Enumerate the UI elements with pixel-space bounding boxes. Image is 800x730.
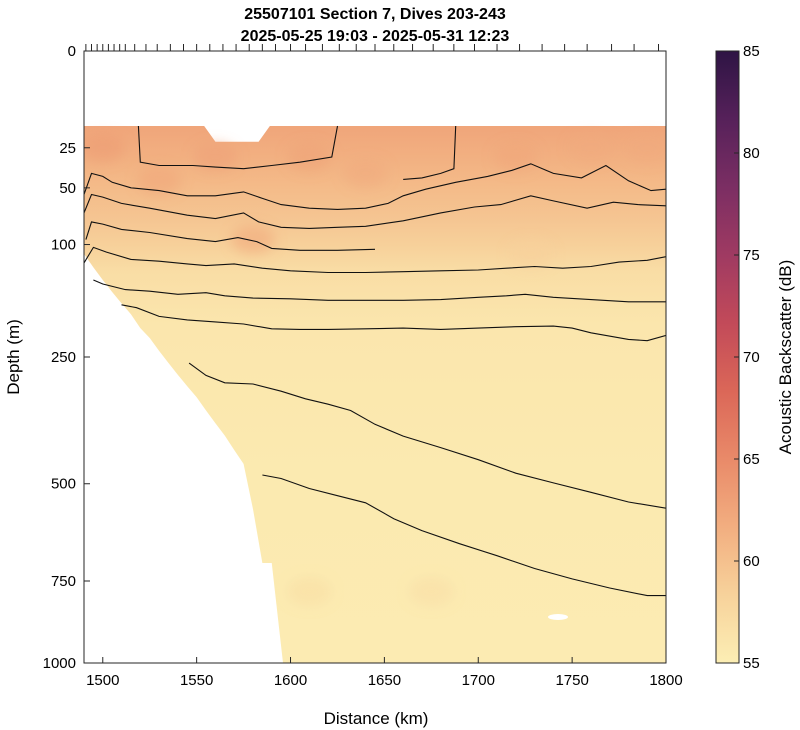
- colorbar-tick-label-80: 80: [743, 145, 760, 162]
- colorbar-tick-label-55: 55: [743, 655, 760, 672]
- colorbar-tick-label-65: 65: [743, 451, 760, 468]
- x-tick-label-1600: 1600: [274, 672, 307, 689]
- colorbar-tick-label-60: 60: [743, 553, 760, 570]
- backscatter-patches: [84, 133, 666, 606]
- contour-line-2: [403, 125, 457, 180]
- y-axis: 0 25 50 100 250 500 750 1000: [43, 43, 90, 672]
- colorbar-tick-label-75: 75: [743, 247, 760, 264]
- x-tick-label-1700: 1700: [462, 672, 495, 689]
- chart-title-line-2: 2025-05-25 19:03 - 2025-05-31 12:23: [241, 28, 510, 45]
- contour-line-8: [121, 304, 666, 342]
- x-tick-label-1800: 1800: [649, 672, 682, 689]
- colorbar-ticks: 55 60 65 70 75 80 85: [734, 43, 760, 672]
- y-tick-label-100: 100: [51, 237, 76, 254]
- x-tick-label-1650: 1650: [368, 672, 401, 689]
- dive-markers: [85, 44, 659, 51]
- colorbar: 55 60 65 70 75 80 85 Acoustic Backscatter (dB): [715, 43, 795, 672]
- y-tick-label-0: 0: [68, 43, 76, 60]
- y-tick-label-750: 750: [51, 573, 76, 590]
- x-axis: 1500 1550 1600 1650 1700 1750 1800: [86, 657, 683, 689]
- y-axis-label: Depth (m): [4, 319, 23, 395]
- colorbar-label: Acoustic Backscatter (dB): [776, 260, 795, 455]
- x-tick-label-1750: 1750: [555, 672, 588, 689]
- contour-line-3: [84, 163, 666, 210]
- contour-line-7: [93, 279, 666, 303]
- y-tick-label-500: 500: [51, 476, 76, 493]
- y-tick-label-25: 25: [59, 140, 76, 157]
- contour-line-1: [137, 125, 339, 170]
- y-tick-label-1000: 1000: [43, 655, 76, 672]
- x-tick-label-1500: 1500: [86, 672, 119, 689]
- x-axis-label: Distance (km): [324, 709, 429, 728]
- contour-line-4: [84, 193, 666, 229]
- contour-line-10: [262, 474, 666, 597]
- x-tick-label-1550: 1550: [180, 672, 213, 689]
- contour-line-9: [188, 362, 666, 509]
- contour-line-5: [85, 221, 376, 251]
- chart-title-line-1: 25507101 Section 7, Dives 203-243: [244, 6, 506, 23]
- plot-area: 1500 1550 1600 1650 1700 1750 1800 0 25 50 100 250…: [43, 43, 683, 689]
- data-gap: [548, 614, 568, 620]
- y-tick-label-250: 250: [51, 349, 76, 366]
- contour-lines: [84, 125, 666, 597]
- colorbar-tick-label-70: 70: [743, 349, 760, 366]
- contour-line-6: [84, 246, 666, 274]
- y-tick-label-50: 50: [59, 180, 76, 197]
- colorbar-tick-label-85: 85: [743, 43, 760, 60]
